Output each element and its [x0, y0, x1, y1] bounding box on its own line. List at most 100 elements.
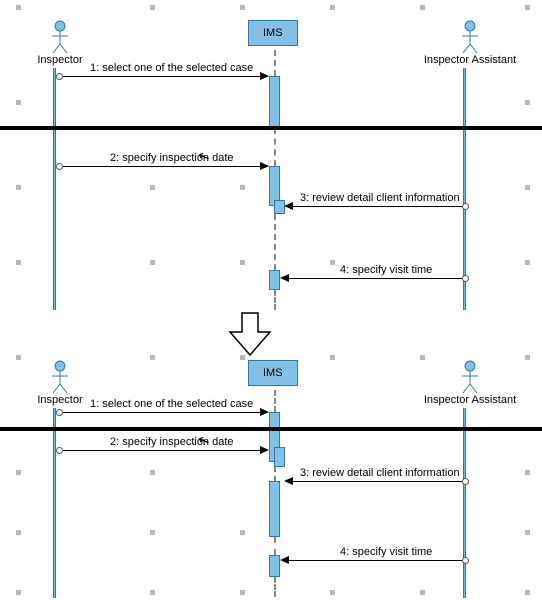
actor-assistant-label-2: Inspector Assistant — [420, 394, 520, 406]
actor-assistant-label: Inspector Assistant — [420, 54, 520, 66]
object-ims-label-2: IMS — [263, 367, 283, 379]
grid-dot — [420, 590, 425, 595]
grid-dot — [330, 590, 335, 595]
message-2-b[interactable] — [63, 450, 263, 451]
grid-dot — [525, 355, 530, 360]
message-2-label: 2: specify inspection date — [110, 152, 234, 164]
msg-origin — [462, 478, 469, 485]
lifeline-inspector — [53, 68, 56, 310]
person-icon — [50, 20, 70, 54]
message-4-b[interactable] — [286, 560, 462, 561]
message-4-label-b: 4: specify visit time — [340, 546, 432, 558]
grid-dot — [16, 470, 21, 475]
actor-assistant-2[interactable]: Inspector Assistant — [420, 360, 520, 406]
message-3-b[interactable] — [290, 481, 462, 482]
grid-dot — [330, 355, 335, 360]
lifeline-ims-dash4 — [274, 290, 276, 310]
activation-ims2-3 — [269, 555, 280, 577]
grid-dot — [330, 260, 335, 265]
grid-dot — [16, 5, 21, 10]
arrow-icon — [260, 162, 269, 170]
grid-dot — [16, 100, 21, 105]
arrow-icon — [260, 72, 269, 80]
grid-dot — [16, 355, 21, 360]
grid-dot — [525, 185, 530, 190]
msg-origin — [462, 203, 469, 210]
lifeline-ims2-dash4 — [274, 577, 276, 597]
msg-origin — [56, 163, 63, 170]
message-3-label-b: 3: review detail client information — [300, 467, 460, 479]
grid-dot — [240, 5, 245, 10]
lifeline-ims-dash2 — [274, 128, 276, 166]
message-3[interactable] — [290, 206, 462, 207]
lifeline-ims2-dash3 — [274, 537, 276, 555]
grid-dot — [525, 260, 530, 265]
grid-dot — [150, 355, 155, 360]
message-3-label: 3: review detail client information — [300, 192, 460, 204]
object-ims-2[interactable]: IMS — [248, 360, 298, 386]
lifeline-ims-dash — [274, 50, 276, 76]
message-1-b[interactable] — [63, 412, 263, 413]
grid-dot — [240, 185, 245, 190]
message-1-label-b: 1: select one of the selected case — [90, 398, 253, 410]
activation-ims2-1b — [274, 447, 285, 467]
transition-arrow-icon — [225, 310, 275, 360]
grid-dot — [240, 530, 245, 535]
lifeline-inspector-2 — [53, 408, 56, 598]
arrow-icon — [284, 477, 293, 485]
actor-inspector-label-2: Inspector — [30, 394, 90, 406]
grid-dot — [525, 100, 530, 105]
actor-inspector[interactable]: Inspector — [30, 20, 90, 66]
arrow-icon — [260, 408, 269, 416]
activation-ims2-2 — [269, 481, 280, 537]
grid-dot — [150, 185, 155, 190]
grid-dot — [525, 5, 530, 10]
separator-bar — [0, 126, 542, 130]
arrow-icon — [280, 274, 289, 282]
grid-dot — [150, 5, 155, 10]
person-icon — [460, 20, 480, 54]
activation-ims-1 — [269, 76, 280, 128]
message-1-label: 1: select one of the selected case — [90, 62, 253, 74]
message-2[interactable] — [63, 166, 263, 167]
message-4[interactable] — [286, 278, 462, 279]
grid-dot — [16, 590, 21, 595]
grid-dot — [420, 5, 425, 10]
grid-dot — [16, 530, 21, 535]
person-icon — [50, 360, 70, 394]
grid-dot — [150, 590, 155, 595]
lifeline-ims2-dash2 — [274, 467, 276, 481]
lifeline-assistant-2 — [463, 408, 466, 598]
grid-dot — [16, 185, 21, 190]
message-2-label-b: 2: specify inspection date — [110, 436, 234, 448]
grid-dot — [240, 260, 245, 265]
grid-dot — [525, 590, 530, 595]
msg-origin — [56, 447, 63, 454]
grid-dot — [525, 470, 530, 475]
object-ims-label: IMS — [263, 27, 283, 39]
grid-dot — [150, 260, 155, 265]
grid-dot — [525, 530, 530, 535]
grid-dot — [16, 260, 21, 265]
grid-dot — [240, 590, 245, 595]
msg-origin — [462, 275, 469, 282]
message-1[interactable] — [63, 76, 263, 77]
activation-ims-3 — [269, 270, 280, 290]
actor-inspector-label: Inspector — [30, 54, 90, 66]
arrow-icon — [284, 202, 293, 210]
msg-origin — [462, 557, 469, 564]
object-ims[interactable]: IMS — [248, 20, 298, 46]
arrow-icon — [260, 446, 269, 454]
grid-dot — [150, 470, 155, 475]
grid-dot — [330, 5, 335, 10]
lifeline-assistant — [463, 68, 466, 310]
lifeline-ims2-dash — [274, 390, 276, 412]
grid-dot — [150, 530, 155, 535]
lifeline-ims-dash3 — [274, 214, 276, 270]
actor-assistant[interactable]: Inspector Assistant — [420, 20, 520, 66]
actor-inspector-2[interactable]: Inspector — [30, 360, 90, 406]
separator-bar-2 — [0, 427, 542, 431]
msg-origin — [56, 409, 63, 416]
person-icon — [460, 360, 480, 394]
message-4-label: 4: specify visit time — [340, 264, 432, 276]
